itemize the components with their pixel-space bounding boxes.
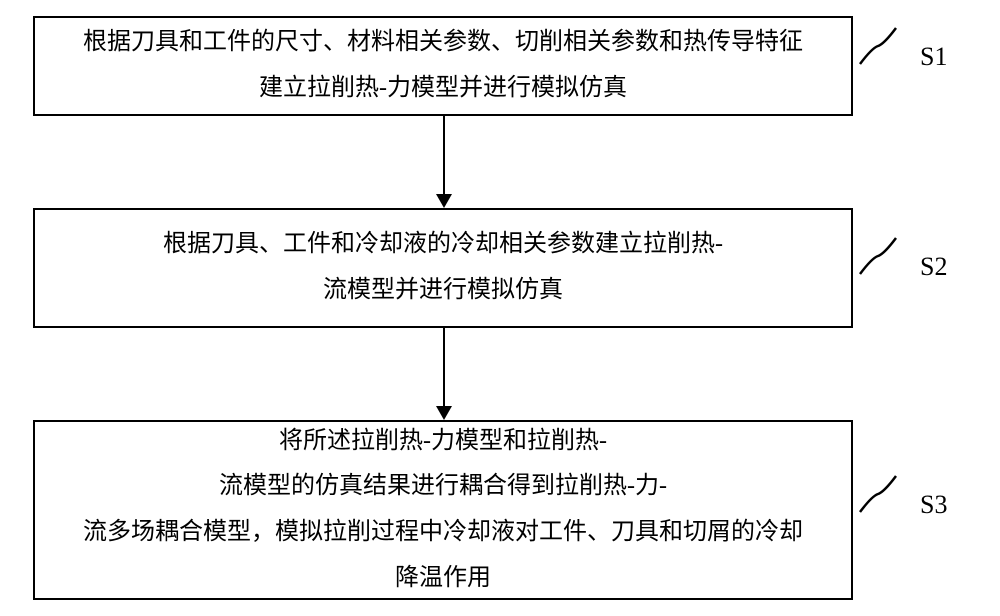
step-s3-line3: 流多场耦合模型，模拟拉削过程中冷却液对工件、刀具和切屑的冷却 — [83, 510, 803, 556]
step-s3-line2: 流模型的仿真结果进行耦合得到拉削热-力- — [83, 464, 803, 510]
step-s1-line2: 建立拉削热-力模型并进行模拟仿真 — [83, 66, 803, 112]
step-label-s2: S2 — [920, 252, 947, 282]
step-s3-line1: 将所述拉削热-力模型和拉削热- — [83, 419, 803, 465]
step-box-s1: 根据刀具和工件的尺寸、材料相关参数、切削相关参数和热传导特征 建立拉削热-力模型… — [33, 16, 853, 116]
arrow-s1-s2 — [443, 116, 445, 194]
step-box-s2: 根据刀具、工件和冷却液的冷却相关参数建立拉削热- 流模型并进行模拟仿真 — [33, 208, 853, 328]
step-s2-line2: 流模型并进行模拟仿真 — [163, 268, 723, 314]
step-label-s3: S3 — [920, 490, 947, 520]
step-s1-line1: 根据刀具和工件的尺寸、材料相关参数、切削相关参数和热传导特征 — [83, 20, 803, 66]
connector-curve-s1 — [858, 26, 898, 66]
connector-curve-s2 — [858, 236, 898, 276]
step-s3-line4: 降温作用 — [83, 556, 803, 602]
connector-curve-s3 — [858, 474, 898, 514]
flowchart-canvas: 根据刀具和工件的尺寸、材料相关参数、切削相关参数和热传导特征 建立拉削热-力模型… — [0, 0, 1000, 616]
step-box-s3: 将所述拉削热-力模型和拉削热- 流模型的仿真结果进行耦合得到拉削热-力- 流多场… — [33, 420, 853, 600]
step-s2-line1: 根据刀具、工件和冷却液的冷却相关参数建立拉削热- — [163, 222, 723, 268]
arrow-s2-s3 — [443, 328, 445, 406]
arrow-head-s1-s2 — [436, 194, 452, 208]
step-label-s1: S1 — [920, 42, 947, 72]
